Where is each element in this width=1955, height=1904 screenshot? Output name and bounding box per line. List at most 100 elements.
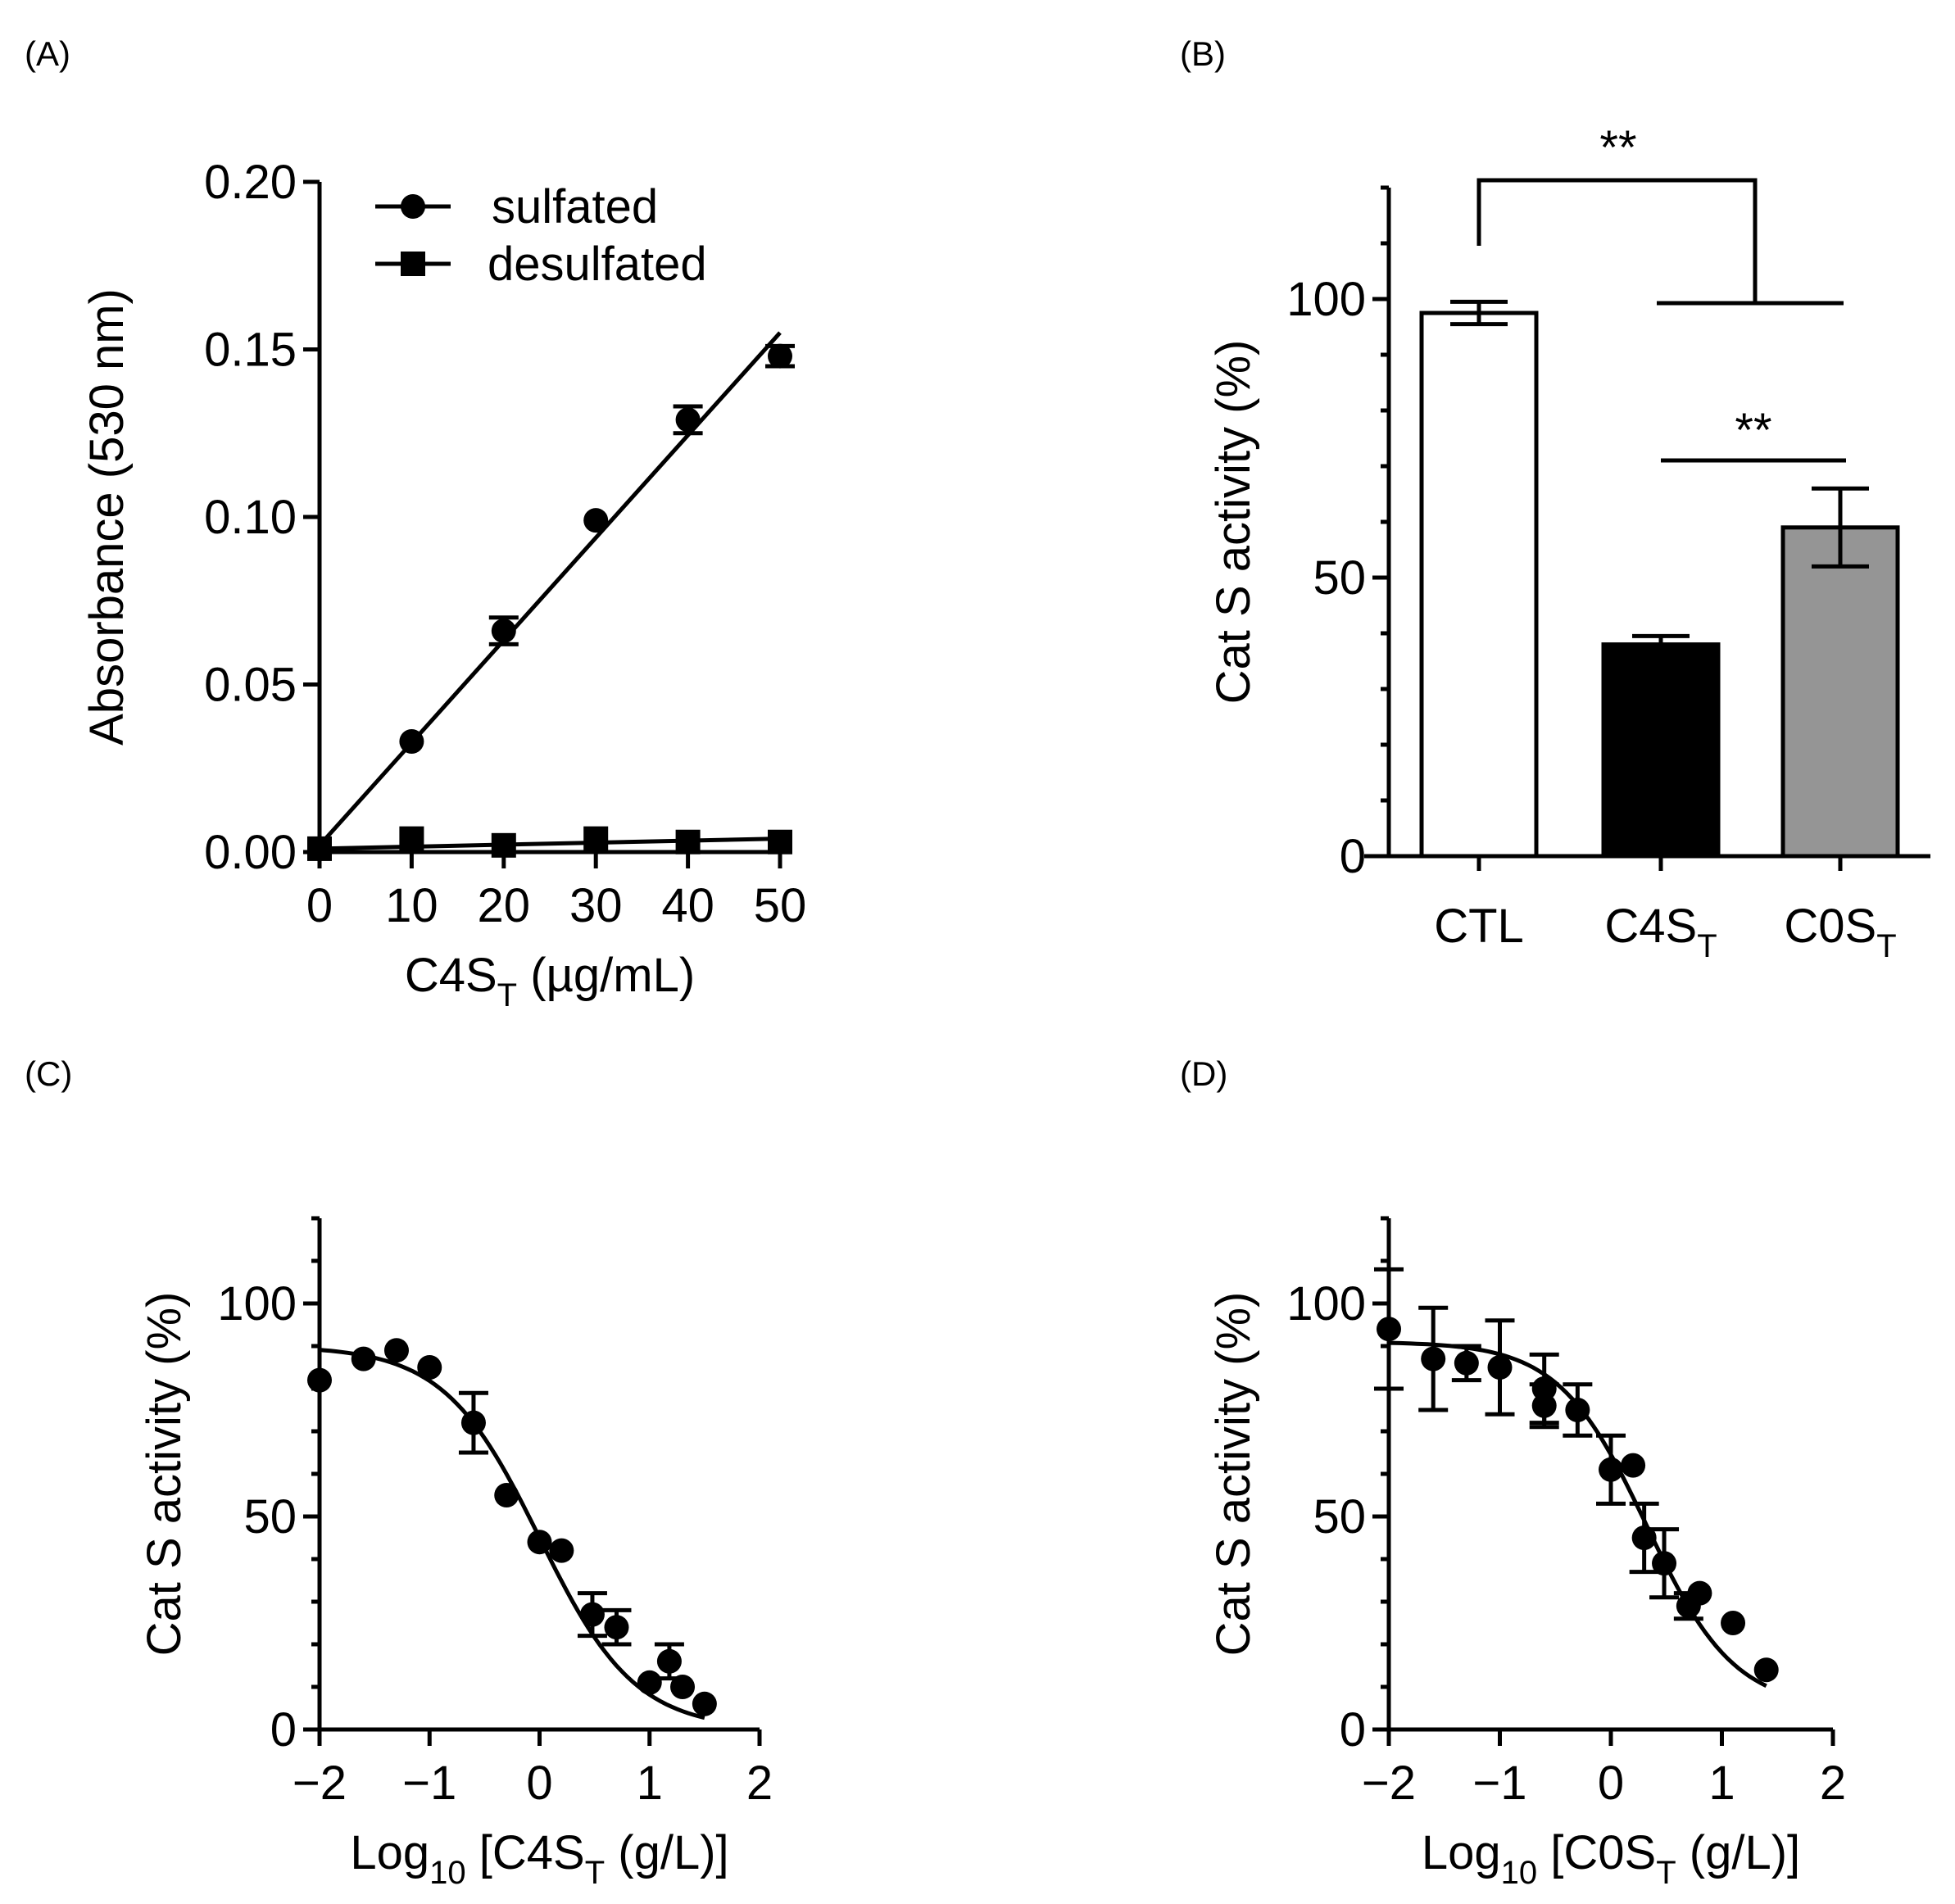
y-tick-label: 0.15 [204,324,297,377]
panel-b: (B) 0 50 100 Cat S activity (%) CTL C4ST C0ST **… [1180,34,1930,964]
significance-label: ** [1735,404,1771,457]
x-tick-label: 0 [306,879,333,932]
x-axis-title: Log10 [C0ST (g/L)] [1422,1826,1800,1891]
data-point [1565,1398,1590,1422]
bar [1419,311,1539,859]
legend-marker [401,252,425,276]
x-tick-label: C0ST [1784,900,1896,964]
data-point [307,836,332,861]
y-tick-label: 100 [1286,1277,1366,1331]
legend-label: sulfated [492,180,658,233]
significance-bracket [1476,178,1844,306]
error-bar [1812,486,1869,569]
y-axis-title: Cat S activity (%) [138,1292,191,1657]
data-point [1631,1525,1657,1550]
data-point [579,1602,605,1627]
data-point [527,1530,552,1555]
data-point [692,1691,717,1716]
data-point [417,1355,442,1380]
x-axis-title: C4ST (µg/mL) [405,949,695,1013]
data-point [656,1648,682,1674]
data-point [351,1346,376,1371]
data-point [637,1670,662,1695]
x-tick-label: 10 [385,879,438,932]
x-tick-label: CTL [1434,900,1524,953]
data-point [399,729,424,755]
y-tick-label: 50 [1313,1490,1366,1544]
bar [1780,525,1900,859]
y-tick-label: 100 [217,1277,297,1331]
significance-label: ** [1599,121,1636,175]
data-point [1454,1350,1479,1376]
fit-curve [319,1348,705,1720]
data-point [399,826,424,851]
data-point [583,508,609,533]
y-tick-label: 0.00 [204,826,297,879]
y-tick-label: 100 [1286,273,1366,326]
legend-label: desulfated [488,238,707,291]
x-tick-label: 30 [569,879,623,932]
x-tick-label: 2 [746,1757,773,1810]
x-tick-label: 2 [1820,1757,1846,1810]
x-tick-label: −2 [293,1757,347,1810]
data-point [604,1615,629,1640]
x-tick-label: −2 [1362,1757,1416,1810]
x-tick-label: −1 [1472,1757,1526,1810]
y-axis-title: Cat S activity (%) [1207,1292,1260,1657]
data-point [1599,1457,1623,1482]
y-tick-label: 0.05 [204,659,297,712]
data-point [1421,1346,1446,1371]
bar [1601,642,1721,859]
x-tick-label: 20 [478,879,531,932]
x-tick-label: 1 [1708,1757,1735,1810]
x-tick-label: −1 [402,1757,456,1810]
y-tick-label: 0 [270,1703,297,1757]
legend-marker [401,194,425,219]
data-point [583,826,609,851]
data-point [307,1367,332,1393]
data-point [460,1410,486,1435]
panel-label: (C) [25,1054,72,1093]
y-tick-label: 0 [1340,830,1366,883]
x-tick-label: 1 [637,1757,663,1810]
fit-line [318,331,782,847]
y-tick-label: 0.20 [204,156,297,209]
y-axis-title: Cat S activity (%) [1207,340,1260,705]
panel-label: (A) [25,34,70,73]
error-bar [1450,299,1508,327]
panel-d: (D) 0 50 100 Cat S activity (%) −2 −1 0 1 2 Log10 … [1180,1054,1846,1891]
data-point [670,1675,696,1699]
data-point [491,832,516,858]
data-point [1753,1657,1779,1683]
data-point [768,343,792,369]
panel-c: (C) 0 50 100 Cat S activity (%) −2 −1 0 1 2 Log10 … [25,1054,773,1891]
data-point [491,619,516,644]
error-bar [1632,633,1690,655]
y-tick-label: 50 [1313,551,1366,605]
x-tick-label: 0 [1598,1757,1624,1810]
fit-line [319,836,781,851]
data-point [383,1338,409,1363]
y-tick-label: 0 [1340,1703,1366,1757]
data-point [1487,1355,1513,1380]
data-point [1531,1393,1557,1418]
data-point [1687,1580,1712,1606]
x-tick-label: 0 [526,1757,552,1810]
y-tick-label: 0.10 [204,491,297,544]
panel-a: (A) 0.00 0.05 0.10 0.15 0.20 Absorbance (530 n… [25,34,806,1013]
y-axis-title: Absorbance (530 nm) [80,288,134,746]
data-point [1721,1611,1746,1635]
panel-label: (B) [1180,34,1226,73]
x-tick-label: C4ST [1604,900,1717,964]
x-tick-label: 40 [661,879,714,932]
data-point [494,1483,519,1507]
y-tick-label: 50 [243,1490,297,1544]
data-point [675,407,701,433]
data-point [549,1538,574,1563]
data-point [1621,1453,1646,1478]
x-tick-label: 50 [754,879,807,932]
data-point [675,829,701,855]
x-axis-title: Log10 [C4ST (g/L)] [350,1826,728,1891]
data-point [1377,1317,1401,1342]
